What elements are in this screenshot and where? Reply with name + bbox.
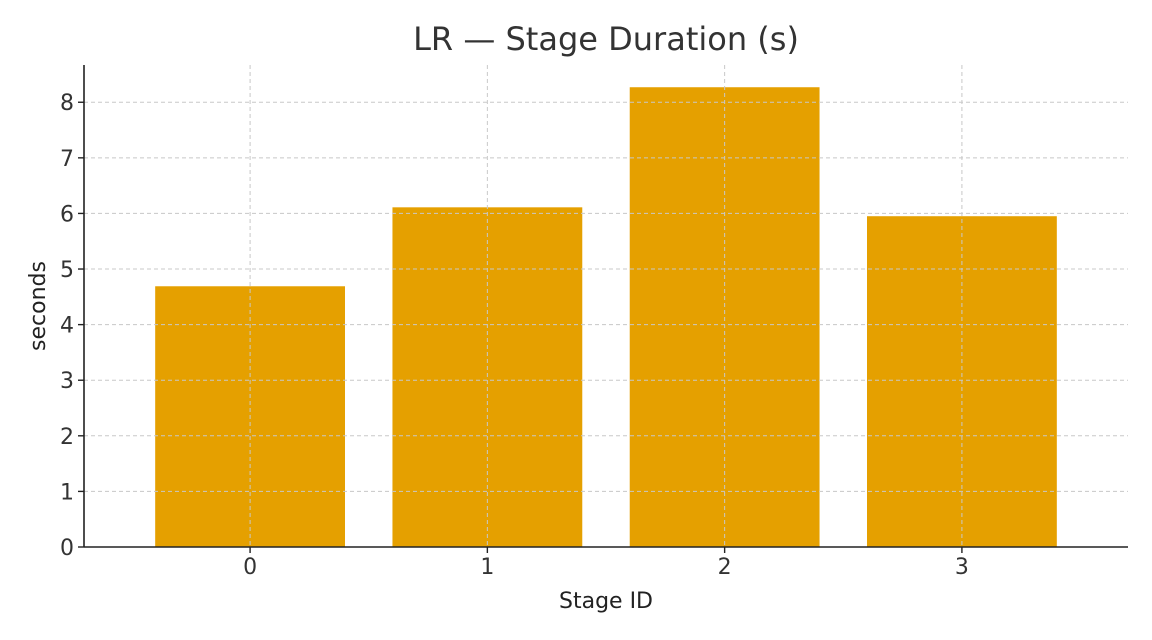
x-axis-title: Stage ID [559, 589, 653, 614]
y-tick-label: 0 [60, 536, 74, 561]
x-tick-label: 2 [718, 555, 732, 580]
y-tick-label: 1 [60, 480, 74, 505]
y-tick-label: 7 [60, 147, 74, 172]
y-axis-title: seconds [26, 261, 51, 351]
y-tick-label: 5 [60, 258, 74, 283]
x-ticks: 0 1 2 3 [243, 547, 969, 580]
x-gridlines [249, 65, 963, 547]
bars [155, 87, 1057, 547]
axes [83, 65, 1128, 548]
y-ticks: 0 1 2 3 4 5 6 7 8 [60, 91, 84, 561]
bar [392, 207, 583, 547]
y-gridlines [84, 101, 1128, 492]
x-tick-label: 0 [243, 555, 257, 580]
chart-title: LR — Stage Duration (s) [413, 20, 799, 58]
x-tick-label: 1 [480, 555, 494, 580]
y-tick-label: 4 [60, 314, 74, 339]
y-tick-label: 3 [60, 369, 74, 394]
y-tick-label: 8 [60, 91, 74, 116]
x-tick-label: 3 [955, 555, 969, 580]
y-tick-label: 6 [60, 202, 74, 227]
y-tick-label: 2 [60, 425, 74, 450]
